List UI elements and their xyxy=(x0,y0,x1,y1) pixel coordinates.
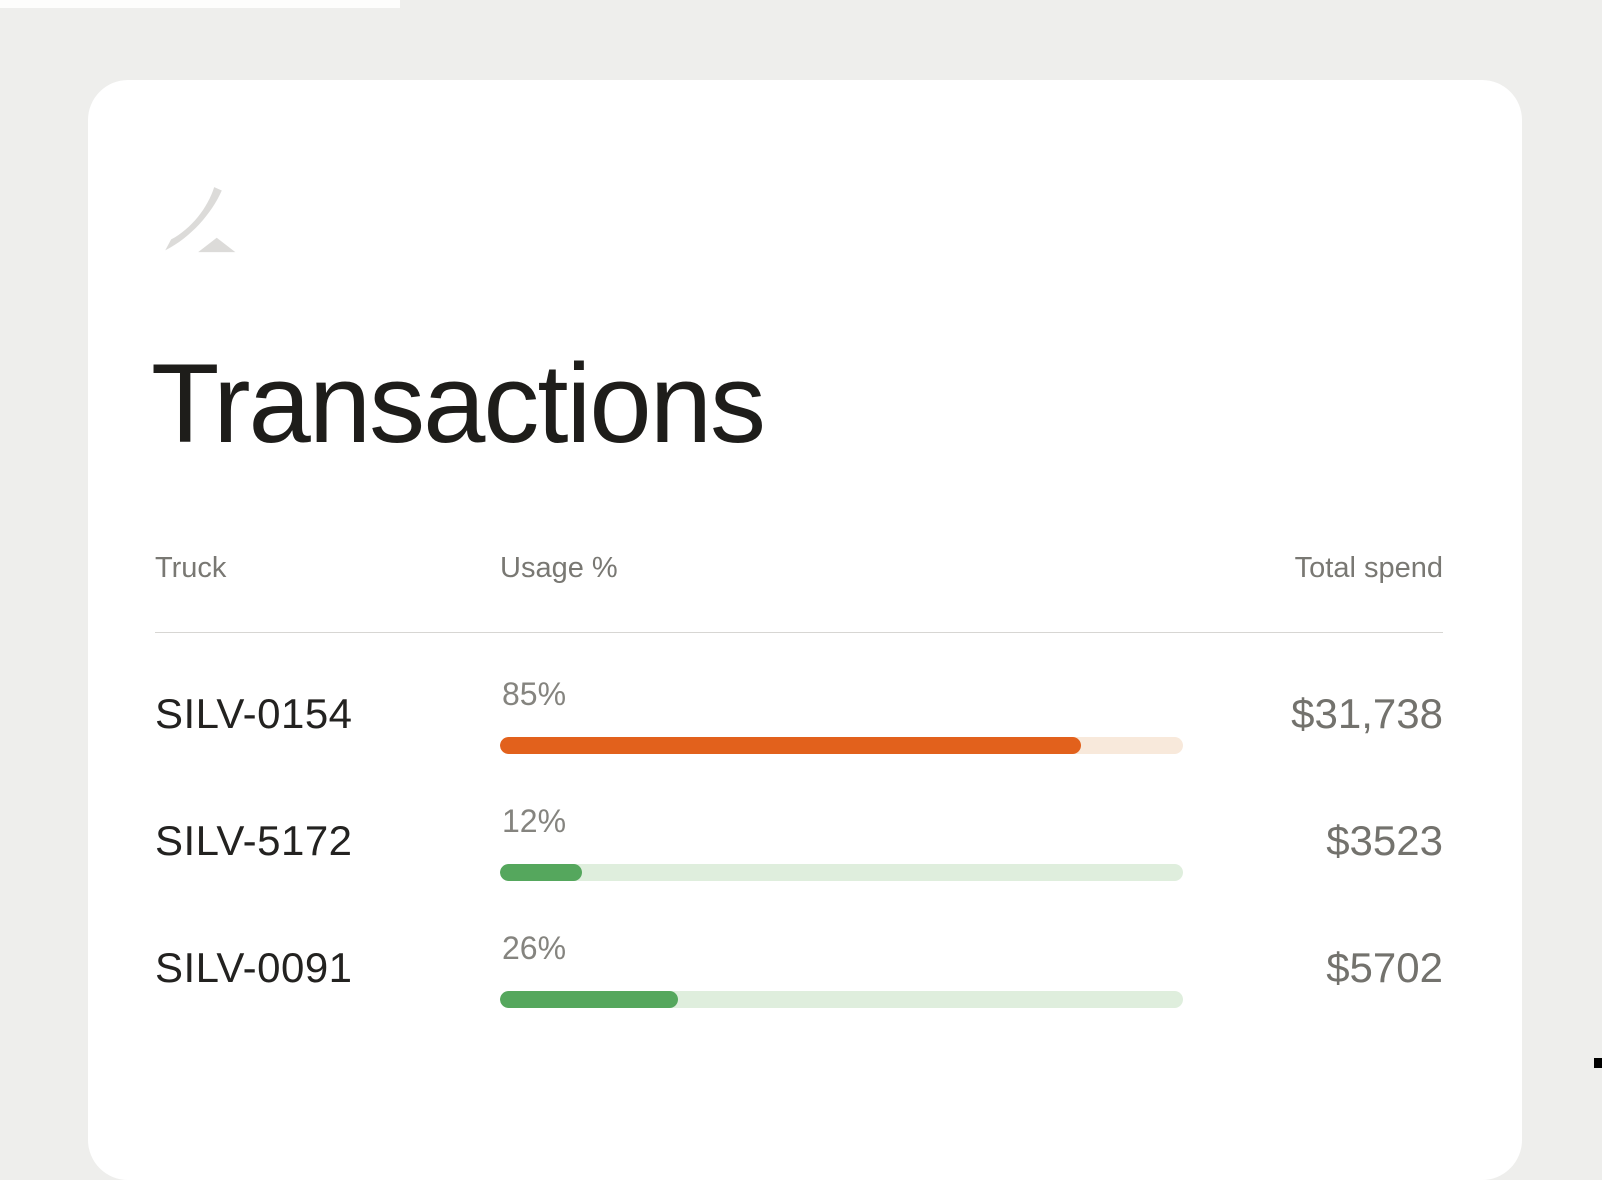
table-row: SILV-0091 26% $5702 xyxy=(155,886,1443,1013)
table-body: SILV-0154 85% $31,738 SILV-5172 12% $352… xyxy=(155,632,1443,1013)
column-header-usage: Usage % xyxy=(500,552,618,584)
table-header-row: Truck Usage % Total spend xyxy=(155,554,1443,588)
usage-cell: 85% xyxy=(500,632,1183,759)
usage-progress-fill xyxy=(500,737,1081,754)
usage-percent-label: 85% xyxy=(502,676,567,712)
truck-id: SILV-0091 xyxy=(155,944,353,991)
usage-progress-track xyxy=(500,737,1183,754)
total-spend-value: $5702 xyxy=(1326,944,1443,991)
usage-progress-track xyxy=(500,991,1183,1008)
usage-progress-fill xyxy=(500,991,678,1008)
usage-cell: 12% xyxy=(500,759,1183,886)
usage-progress-track xyxy=(500,864,1183,881)
top-edge-strip xyxy=(0,0,400,8)
column-header-truck: Truck xyxy=(155,552,227,584)
usage-cell: 26% xyxy=(500,886,1183,1013)
header-divider xyxy=(155,632,1443,633)
total-spend-value: $3523 xyxy=(1326,817,1443,864)
usage-progress-fill xyxy=(500,864,582,881)
page-title: Transactions xyxy=(151,341,766,466)
table-row: SILV-5172 12% $3523 xyxy=(155,759,1443,886)
truck-id: SILV-0154 xyxy=(155,690,353,737)
column-header-total-spend: Total spend xyxy=(1294,552,1443,584)
total-spend-value: $31,738 xyxy=(1291,690,1443,737)
usage-percent-label: 26% xyxy=(502,930,567,966)
transactions-card: Transactions Truck Usage % Total spend S… xyxy=(88,80,1522,1180)
usage-percent-label: 12% xyxy=(502,803,567,839)
truck-id: SILV-5172 xyxy=(155,817,353,864)
card-content: Transactions Truck Usage % Total spend S… xyxy=(151,80,1443,1180)
brand-swoosh-icon xyxy=(165,187,236,253)
screen-corner-artifact xyxy=(1594,1058,1602,1068)
table-row: SILV-0154 85% $31,738 xyxy=(155,632,1443,759)
